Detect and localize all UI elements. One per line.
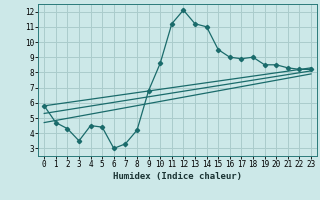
X-axis label: Humidex (Indice chaleur): Humidex (Indice chaleur)	[113, 172, 242, 181]
